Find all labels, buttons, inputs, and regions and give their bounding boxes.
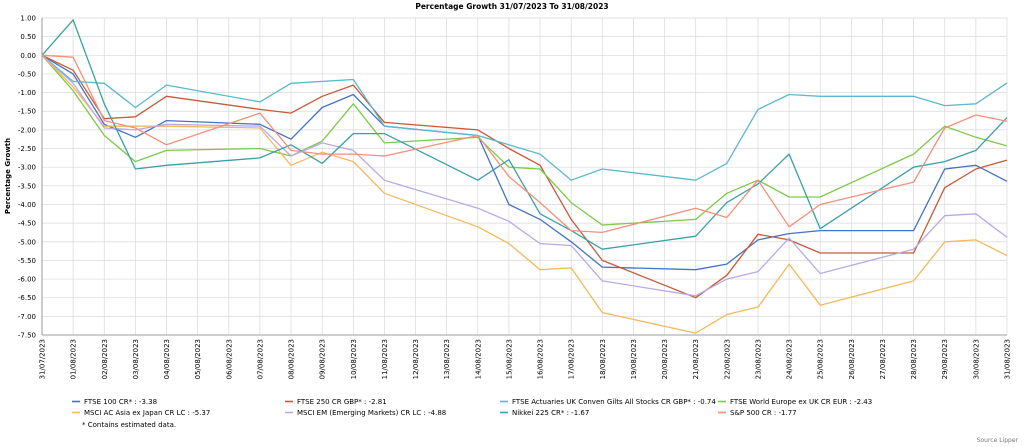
- series-line: [41, 54, 1008, 226]
- x-tick-label: 18/08/2023: [599, 339, 607, 379]
- source-text: Source Lipper: [977, 437, 1019, 444]
- x-tick-label: 14/08/2023: [474, 339, 482, 379]
- x-tick-label: 19/08/2023: [630, 339, 638, 379]
- legend-label: MSCI AC Asia ex Japan CR LC : -5.37: [84, 409, 210, 417]
- x-tick-label: 05/08/2023: [194, 339, 202, 379]
- legend-label: FTSE World Europe ex UK CR EUR : -2.43: [730, 398, 872, 406]
- legend: FTSE 100 CR* : -3.38 FTSE 250 CR GBP* : -…: [72, 398, 872, 417]
- y-tick-label: -6.00: [18, 276, 36, 284]
- legend-label: MSCI EM (Emerging Markets) CR LC : -4.88: [297, 409, 446, 417]
- legend-label: FTSE 250 CR GBP* : -2.81: [297, 398, 387, 406]
- y-tick-label: 0.00: [20, 52, 36, 60]
- x-tick-label: 25/08/2023: [817, 339, 825, 379]
- y-tick-label: 1.00: [20, 15, 36, 23]
- axes: 1.00 0.50 0.00 -0.50 -1.00 -1.50 -2.00 -2.50 -3.…: [18, 15, 1012, 380]
- y-tick-label: -5.00: [18, 238, 36, 246]
- x-tick-label: 23/08/2023: [754, 339, 762, 379]
- y-tick-label: -6.50: [18, 294, 36, 302]
- x-tick-label: 07/08/2023: [256, 339, 264, 379]
- x-tick-label: 27/08/2023: [879, 339, 887, 379]
- x-tick-label: 28/08/2023: [910, 339, 918, 379]
- y-tick-label: -5.50: [18, 257, 36, 265]
- y-tick-label: -3.00: [18, 164, 36, 172]
- footnote-text: * Contains estimated data.: [82, 421, 176, 429]
- x-tick-label: 02/08/2023: [101, 339, 109, 379]
- x-tick-label: 26/08/2023: [848, 339, 856, 379]
- series-line: [41, 54, 1008, 334]
- y-tick-label: -7.00: [18, 313, 36, 321]
- y-tick-label: 0.50: [20, 33, 36, 41]
- series-line: [41, 19, 1008, 250]
- y-tick-label: -1.50: [18, 108, 36, 116]
- x-tick-label: 03/08/2023: [132, 339, 140, 379]
- y-tick-label: -2.00: [18, 126, 36, 134]
- x-tick-label: 29/08/2023: [941, 339, 949, 379]
- legend-label: FTSE 100 CR* : -3.38: [84, 398, 157, 406]
- series-line: [41, 54, 1008, 234]
- x-tick-label: 17/08/2023: [568, 339, 576, 379]
- y-tick-label: -4.50: [18, 220, 36, 228]
- legend-label: S&P 500 CR : -1.77: [730, 409, 797, 417]
- x-tick-label: 31/07/2023: [39, 339, 47, 379]
- legend-label: FTSE Actuaries UK Conven Gilts All Stock…: [512, 398, 716, 406]
- x-tick-label: 11/08/2023: [381, 339, 389, 379]
- x-tick-label: 10/08/2023: [350, 339, 358, 379]
- x-tick-label: 24/08/2023: [786, 339, 794, 379]
- y-tick-label: -2.50: [18, 145, 36, 153]
- x-tick-label: 09/08/2023: [319, 339, 327, 379]
- x-tick-label: 15/08/2023: [505, 339, 513, 379]
- series-line: [41, 54, 1008, 299]
- x-tick-label: 22/08/2023: [723, 339, 731, 379]
- x-tick-label: 20/08/2023: [661, 339, 669, 379]
- series-line: [41, 54, 1008, 181]
- legend-label: Nikkei 225 CR* : -1.67: [512, 409, 589, 417]
- y-tick-label: -0.50: [18, 70, 36, 78]
- y-tick-label: -7.50: [18, 332, 36, 340]
- x-tick-label: 13/08/2023: [443, 339, 451, 379]
- x-tick-label: 31/08/2023: [1004, 339, 1012, 379]
- x-tick-label: 16/08/2023: [537, 339, 545, 379]
- x-tick-label: 12/08/2023: [412, 339, 420, 379]
- series-lines: [41, 19, 1008, 334]
- x-tick-label: 01/08/2023: [70, 339, 78, 379]
- y-axis-label: Percentage Growth: [4, 138, 12, 214]
- x-tick-label: 06/08/2023: [225, 339, 233, 379]
- x-tick-label: 08/08/2023: [288, 339, 296, 379]
- series-line: [41, 54, 1008, 271]
- grid-lines: [41, 17, 1008, 336]
- series-line: [41, 54, 1008, 297]
- x-tick-label: 04/08/2023: [163, 339, 171, 379]
- x-tick-label: 30/08/2023: [972, 339, 980, 379]
- y-tick-label: -1.00: [18, 89, 36, 97]
- y-tick-label: -4.00: [18, 201, 36, 209]
- chart-title: Percentage Growth 31/07/2023 To 31/08/20…: [415, 2, 608, 11]
- x-tick-label: 21/08/2023: [692, 339, 700, 379]
- y-tick-label: -3.50: [18, 182, 36, 190]
